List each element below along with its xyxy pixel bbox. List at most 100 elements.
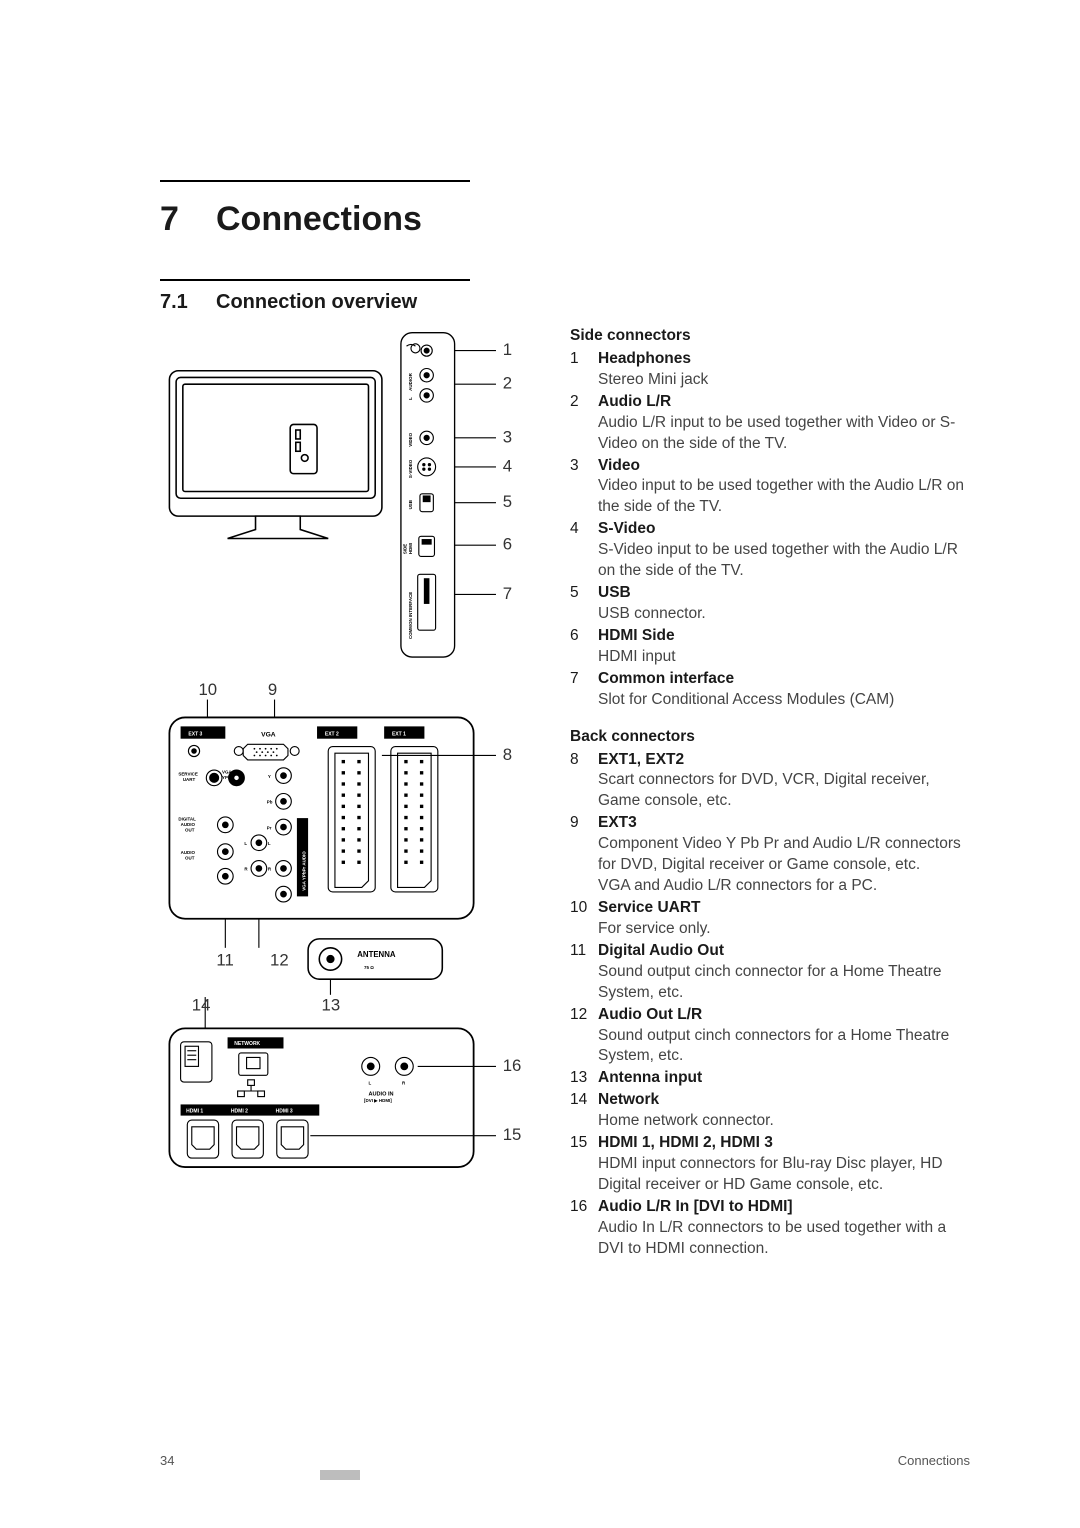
chapter-title: Connections bbox=[216, 200, 422, 239]
page-footer: 34 Connections bbox=[160, 1453, 970, 1468]
connector-desc: Slot for Conditional Access Modules (CAM… bbox=[598, 690, 970, 711]
connector-title: EXT3 bbox=[598, 814, 637, 831]
connector-item: 8EXT1, EXT2Scart connectors for DVD, VCR… bbox=[570, 750, 970, 813]
connector-title: Service UART bbox=[598, 899, 701, 916]
connector-title: Network bbox=[598, 1091, 659, 1108]
callout-10: 10 bbox=[198, 680, 217, 699]
callout-8: 8 bbox=[503, 745, 512, 764]
lbl-hdmi1: HDMI 1 bbox=[186, 1108, 203, 1114]
lbl-ohm: 75 Ω bbox=[364, 965, 374, 970]
connector-desc: Audio L/R input to be used together with… bbox=[598, 413, 970, 455]
chapter-heading: 7 Connections bbox=[160, 200, 970, 239]
connector-item: 10Service UARTFor service only. bbox=[570, 898, 970, 940]
lbl-side-video: VIDEO bbox=[408, 432, 413, 446]
connector-title: HDMI 1, HDMI 2, HDMI 3 bbox=[598, 1134, 773, 1151]
svg-text:Pb: Pb bbox=[267, 800, 273, 805]
callout-12: 12 bbox=[270, 951, 289, 970]
section-heading: 7.1 Connection overview bbox=[160, 291, 970, 314]
connector-title: USB bbox=[598, 584, 631, 601]
connector-desc: VGA and Audio L/R connectors for a PC. bbox=[598, 876, 970, 897]
connector-number: 16 bbox=[570, 1197, 598, 1260]
svg-text:L: L bbox=[268, 841, 271, 846]
section-rule bbox=[160, 279, 470, 281]
connector-number: 12 bbox=[570, 1005, 598, 1068]
connector-item: 6HDMI SideHDMI input bbox=[570, 626, 970, 668]
callout-4: 4 bbox=[503, 456, 512, 475]
connector-title: S-Video bbox=[598, 520, 655, 537]
connector-desc: Sound output cinch connector for a Home … bbox=[598, 962, 970, 1004]
connector-desc: S-Video input to be used together with t… bbox=[598, 540, 970, 582]
connector-item: 11Digital Audio Out Sound output cinch co… bbox=[570, 941, 970, 1004]
lbl-hdmi2: HDMI 2 bbox=[231, 1108, 248, 1114]
connector-item: 3Video Video input to be used together wi… bbox=[570, 456, 970, 519]
chapter-rule bbox=[160, 180, 470, 182]
back-connectors-heading: Back connectors bbox=[570, 727, 970, 748]
connector-item: 9EXT3 Component Video Y Pb Pr and Audio L… bbox=[570, 813, 970, 897]
svg-text:Y: Y bbox=[268, 774, 271, 779]
svg-text:SIDE: SIDE bbox=[403, 544, 408, 554]
connector-number: 4 bbox=[570, 519, 598, 582]
connector-title: Antenna input bbox=[598, 1069, 702, 1086]
lbl-side-hdmi: HDMI bbox=[408, 543, 413, 554]
connector-title: Video bbox=[598, 457, 640, 474]
svg-text:R: R bbox=[408, 372, 413, 376]
connector-item: 13Antenna input bbox=[570, 1068, 970, 1089]
connector-title: Audio Out L/R bbox=[598, 1006, 702, 1023]
connector-title: HDMI Side bbox=[598, 627, 675, 644]
svg-text:OUT: OUT bbox=[185, 855, 195, 860]
connector-number: 9 bbox=[570, 813, 598, 897]
connector-desc: Component Video Y Pb Pr and Audio L/R co… bbox=[598, 834, 970, 876]
connector-item: 2Audio L/R Audio L/R input to be used tog… bbox=[570, 392, 970, 455]
callout-9: 9 bbox=[268, 680, 277, 699]
lbl-dvi-hdmi: [DVI ▶ HDMI] bbox=[364, 1098, 392, 1103]
svg-text:AUDIO: AUDIO bbox=[181, 822, 196, 827]
callout-15: 15 bbox=[503, 1125, 522, 1144]
connector-text-column: Side connectors 1HeadphonesStereo Mini j… bbox=[570, 326, 970, 1261]
connector-item: 15HDMI 1, HDMI 2, HDMI 3HDMI input conne… bbox=[570, 1133, 970, 1196]
lbl-side-svideo: S-VIDEO bbox=[408, 459, 413, 478]
callout-13: 13 bbox=[322, 995, 341, 1014]
lbl-network: NETWORK bbox=[234, 1041, 260, 1047]
callout-2: 2 bbox=[503, 374, 512, 393]
svg-text:UART: UART bbox=[183, 777, 196, 782]
connector-desc: Video input to be used together with the… bbox=[598, 476, 970, 518]
footer-color-bar bbox=[320, 1470, 360, 1480]
svg-text:DIGITAL: DIGITAL bbox=[178, 816, 196, 821]
svg-text:Pr: Pr bbox=[267, 825, 272, 830]
connector-desc: Stereo Mini jack bbox=[598, 370, 970, 391]
lbl-antenna: ANTENNA bbox=[357, 950, 396, 959]
connector-item: 14NetworkHome network connector. bbox=[570, 1090, 970, 1132]
section-number: 7.1 bbox=[160, 291, 216, 314]
connector-number: 14 bbox=[570, 1090, 598, 1132]
svg-text:AUDIO: AUDIO bbox=[181, 850, 196, 855]
connector-title: Digital Audio Out bbox=[598, 942, 724, 959]
connector-number: 1 bbox=[570, 349, 598, 391]
page-number: 34 bbox=[160, 1453, 174, 1468]
connector-desc: USB connector. bbox=[598, 604, 970, 625]
connector-desc: HDMI input connectors for Blu-ray Disc p… bbox=[598, 1154, 970, 1196]
lbl-side-ci: COMMON INTERFACE bbox=[408, 592, 413, 639]
callout-5: 5 bbox=[503, 492, 512, 511]
connector-number: 2 bbox=[570, 392, 598, 455]
connector-desc: Sound output cinch connectors for a Home… bbox=[598, 1026, 970, 1068]
connector-item: 7Common interfaceSlot for Conditional Ac… bbox=[570, 669, 970, 711]
callout-7: 7 bbox=[503, 584, 512, 603]
chapter-number: 7 bbox=[160, 200, 216, 239]
lbl-hdmi3: HDMI 3 bbox=[276, 1108, 293, 1114]
connector-number: 6 bbox=[570, 626, 598, 668]
callout-3: 3 bbox=[503, 427, 512, 446]
connector-item: 5USBUSB connector. bbox=[570, 583, 970, 625]
lbl-ext1: EXT 1 bbox=[392, 731, 406, 737]
connection-diagram: AUDIO R L VIDEO S-VIDEO USB HDMI SIDE CO… bbox=[160, 326, 530, 1176]
connector-title: Headphones bbox=[598, 350, 691, 367]
diagram-column: AUDIO R L VIDEO S-VIDEO USB HDMI SIDE CO… bbox=[160, 326, 530, 1261]
connector-desc: Audio In L/R connectors to be used toget… bbox=[598, 1218, 970, 1260]
footer-label: Connections bbox=[898, 1453, 970, 1468]
connector-item: 16Audio L/R In [DVI to HDMI]Audio In L/R… bbox=[570, 1197, 970, 1260]
connector-number: 11 bbox=[570, 941, 598, 1004]
connector-number: 8 bbox=[570, 750, 598, 813]
connector-item: 1Headphones Stereo Mini jack bbox=[570, 349, 970, 391]
connector-number: 3 bbox=[570, 456, 598, 519]
connector-number: 13 bbox=[570, 1068, 598, 1089]
connector-title: Audio L/R bbox=[598, 393, 671, 410]
